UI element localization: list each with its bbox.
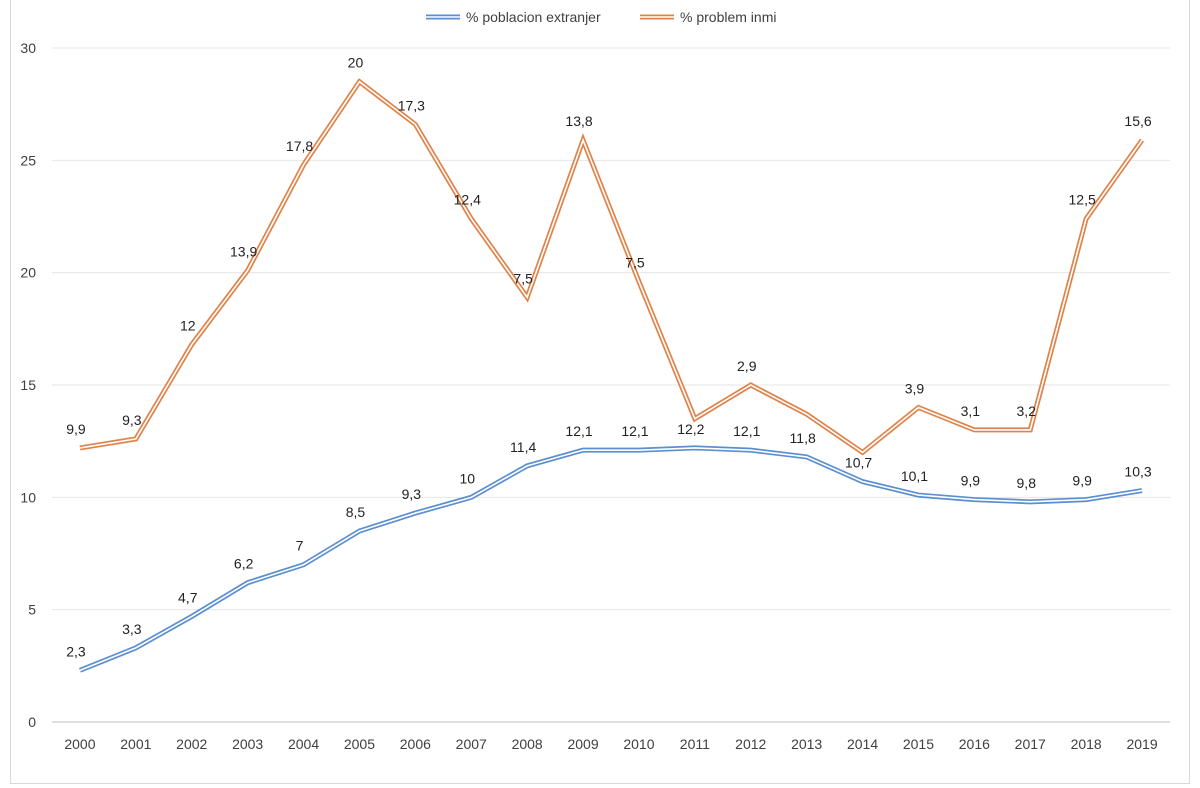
data-label: 7 <box>296 538 304 554</box>
series-line <box>79 447 1143 672</box>
legend-label: % poblacion extranjer <box>466 9 601 25</box>
data-label: 12,1 <box>733 423 760 439</box>
x-tick-label: 2016 <box>959 736 990 752</box>
data-label: 9,9 <box>1072 473 1092 489</box>
data-label: 13,9 <box>230 243 257 259</box>
y-tick-label: 0 <box>28 714 36 730</box>
data-label: 3,3 <box>122 621 142 637</box>
data-label: 2,9 <box>737 358 757 374</box>
data-label: 9,3 <box>402 486 422 502</box>
series-line-outer <box>79 78 1145 456</box>
data-label: 12,5 <box>1069 192 1096 208</box>
data-label: 3,1 <box>961 403 981 419</box>
x-tick-label: 2004 <box>288 736 319 752</box>
data-label: 11,8 <box>790 430 816 446</box>
gridlines <box>52 47 1170 723</box>
y-tick-label: 5 <box>28 602 36 618</box>
data-label: 12,1 <box>565 423 592 439</box>
x-tick-label: 2001 <box>120 736 151 752</box>
series-line <box>79 80 1143 454</box>
x-tick-label: 2002 <box>176 736 207 752</box>
legend-label: % problem inmi <box>680 9 776 25</box>
x-tick-label: 2012 <box>735 736 766 752</box>
x-tick-label: 2006 <box>400 736 431 752</box>
series-group <box>79 78 1145 673</box>
data-label: 12,2 <box>677 421 704 437</box>
x-tick-label: 2007 <box>456 736 487 752</box>
data-label: 17,3 <box>398 97 425 113</box>
x-axis: 2000 2001 2002 2003 2004 2005 2006 2007 2008 2009… <box>64 736 1157 752</box>
x-tick-label: 2010 <box>623 736 654 752</box>
data-label: 9,8 <box>1017 475 1037 491</box>
y-tick-label: 25 <box>20 152 36 168</box>
data-label: 12,1 <box>621 423 648 439</box>
data-label: 7,5 <box>513 270 533 286</box>
data-label: 2,3 <box>66 643 86 659</box>
data-label: 10,3 <box>1124 464 1151 480</box>
y-tick-label: 15 <box>20 377 36 393</box>
data-label: 3,2 <box>1017 403 1037 419</box>
data-label: 11,4 <box>510 439 536 455</box>
data-label: 7,5 <box>625 255 645 271</box>
chart-frame <box>10 0 1190 784</box>
data-label: 10,1 <box>901 468 928 484</box>
y-tick-label: 20 <box>20 265 36 281</box>
x-tick-label: 2005 <box>344 736 375 752</box>
x-tick-label: 2003 <box>232 736 263 752</box>
x-tick-label: 2009 <box>567 736 598 752</box>
y-tick-label: 10 <box>20 489 36 505</box>
x-tick-label: 2011 <box>680 736 710 752</box>
data-label: 10,7 <box>845 455 872 471</box>
data-label: 20 <box>348 55 364 71</box>
legend: % poblacion extranjer % problem inmi <box>426 9 776 25</box>
data-label: 9,3 <box>122 412 142 428</box>
data-label: 17,8 <box>286 138 313 154</box>
data-label: 9,9 <box>66 421 86 437</box>
data-labels: 2,3 3,3 4,7 6,2 7 8,5 9,3 10 11,4 12,1 12,1 12,2 12,… <box>66 55 1152 660</box>
data-label: 6,2 <box>234 556 254 572</box>
x-tick-label: 2017 <box>1015 736 1046 752</box>
data-label: 3,9 <box>905 380 925 396</box>
y-axis: 0 5 10 15 20 25 30 <box>20 40 36 730</box>
data-label: 8,5 <box>346 504 366 520</box>
x-tick-label: 2008 <box>512 736 543 752</box>
x-tick-label: 2018 <box>1071 736 1102 752</box>
x-tick-label: 2015 <box>903 736 934 752</box>
y-tick-label: 30 <box>20 40 36 56</box>
data-label: 15,6 <box>1124 113 1151 129</box>
x-tick-label: 2019 <box>1126 736 1157 752</box>
x-tick-label: 2013 <box>791 736 822 752</box>
data-label: 12 <box>180 318 196 334</box>
x-tick-label: 2014 <box>847 736 878 752</box>
data-label: 10 <box>459 470 475 486</box>
x-tick-label: 2000 <box>64 736 95 752</box>
data-label: 4,7 <box>178 589 198 605</box>
data-label: 13,8 <box>565 113 592 129</box>
data-label: 9,9 <box>961 473 981 489</box>
data-label: 12,4 <box>454 192 481 208</box>
